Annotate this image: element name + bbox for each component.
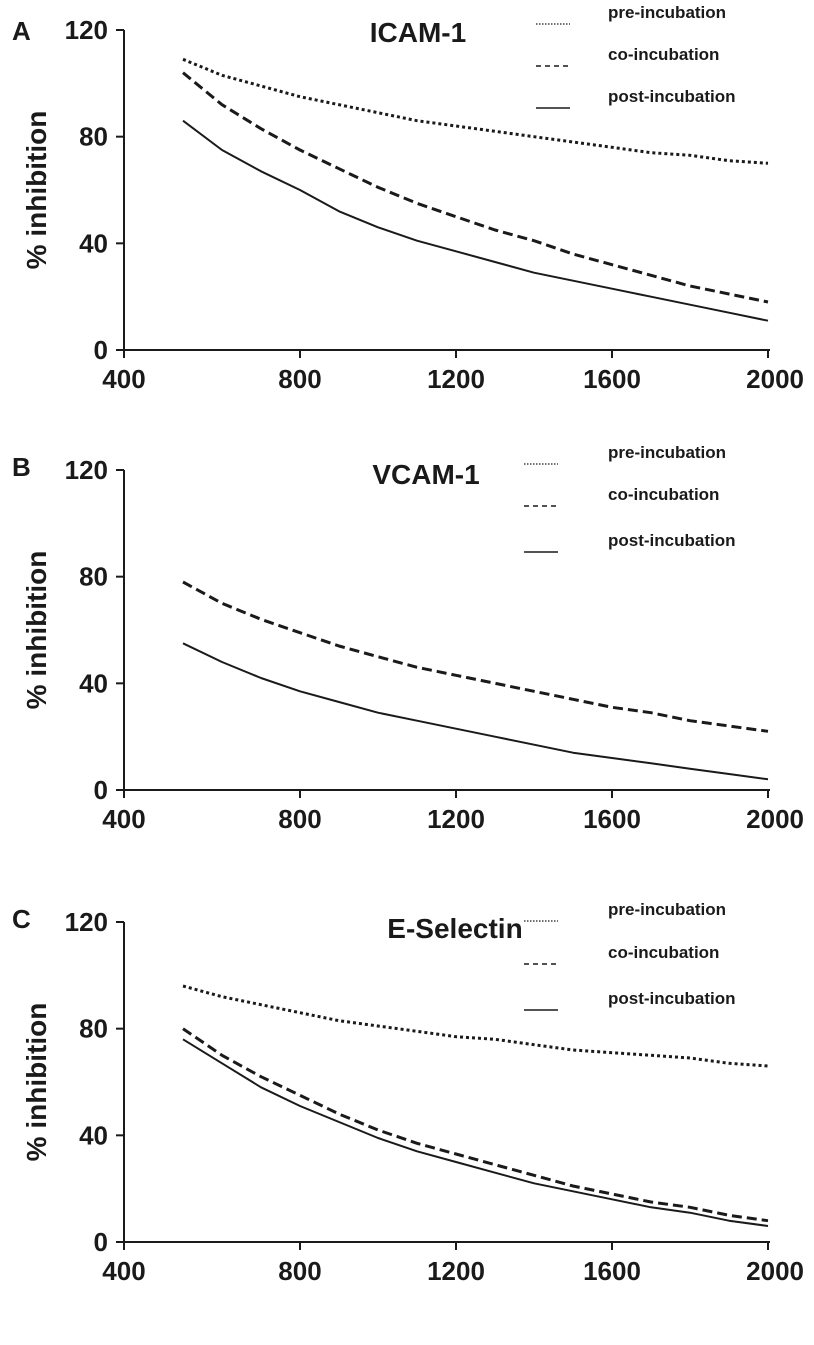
y-tick-label: 0	[94, 1227, 108, 1257]
series-line-co-incubation	[182, 71, 769, 304]
legend-label: post-incubation	[608, 989, 735, 1008]
chart-title: VCAM-1	[372, 459, 479, 490]
legend-label: pre-incubation	[608, 900, 726, 919]
series-line-post-incubation	[182, 119, 769, 322]
panel-letter: A	[12, 16, 31, 46]
y-axis-label: % inhibition	[21, 111, 52, 270]
series-line-co-incubation	[182, 1027, 769, 1223]
chart-panel-a: A ICAM-1 % inhibition 0 40 80 120 400 800 1200 160…	[12, 3, 804, 394]
legend-label: co-incubation	[608, 485, 719, 504]
series-line-co-incubation	[182, 580, 769, 733]
y-tick-label: 120	[65, 15, 108, 45]
series-line-post-incubation	[182, 1038, 769, 1227]
x-tick-label: 1200	[427, 1256, 485, 1286]
x-tick-label: 1600	[583, 364, 641, 394]
x-tick-label: 2000	[746, 1256, 804, 1286]
y-tick-label: 80	[79, 1014, 108, 1044]
y-tick-label: 40	[79, 668, 108, 698]
y-tick-label: 0	[94, 335, 108, 365]
x-tick-label: 400	[102, 804, 145, 834]
x-tick-label: 2000	[746, 804, 804, 834]
legend-label: pre-incubation	[608, 3, 726, 22]
y-axis-label: % inhibition	[21, 1003, 52, 1162]
panel-letter: B	[12, 452, 31, 482]
panel-letter: C	[12, 904, 31, 934]
legend-label: co-incubation	[608, 943, 719, 962]
x-tick-label: 1200	[427, 364, 485, 394]
y-axis-label: % inhibition	[21, 551, 52, 710]
chart-title: E-Selectin	[387, 913, 522, 944]
x-tick-label: 800	[278, 804, 321, 834]
x-tick-label: 800	[278, 364, 321, 394]
y-tick-label: 80	[79, 122, 108, 152]
legend-label: co-incubation	[608, 45, 719, 64]
legend-label: post-incubation	[608, 87, 735, 106]
x-tick-label: 2000	[746, 364, 804, 394]
y-tick-label: 40	[79, 228, 108, 258]
x-tick-label: 1200	[427, 804, 485, 834]
legend-label: post-incubation	[608, 531, 735, 550]
x-tick-label: 800	[278, 1256, 321, 1286]
x-tick-label: 1600	[583, 1256, 641, 1286]
y-tick-label: 40	[79, 1120, 108, 1150]
x-tick-label: 1600	[583, 804, 641, 834]
chart-title: ICAM-1	[370, 17, 466, 48]
chart-panel-c: C E-Selectin % inhibition 0 40 80 120 400 800 120…	[12, 900, 804, 1286]
y-tick-label: 120	[65, 455, 108, 485]
y-tick-label: 120	[65, 907, 108, 937]
y-tick-label: 80	[79, 562, 108, 592]
series-line-pre-incubation	[182, 984, 769, 1068]
legend-label: pre-incubation	[608, 443, 726, 462]
y-tick-label: 0	[94, 775, 108, 805]
x-tick-label: 400	[102, 1256, 145, 1286]
series-line-pre-incubation	[182, 57, 769, 165]
chart-panel-b: B VCAM-1 % inhibition 0 40 80 120 400 800 1200 160…	[12, 443, 804, 834]
series-line-post-incubation	[182, 642, 769, 781]
x-tick-label: 400	[102, 364, 145, 394]
